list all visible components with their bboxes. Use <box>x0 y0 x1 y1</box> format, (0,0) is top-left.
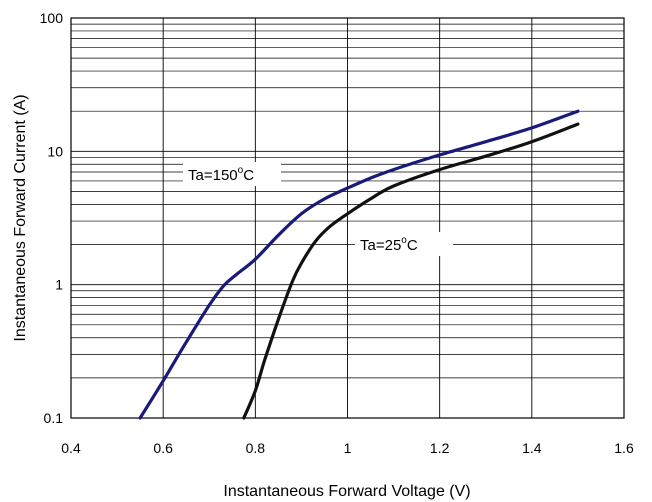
y-axis-title: Instantaneous Forward Current (A) <box>12 94 29 341</box>
annotation-degree: o <box>238 165 244 176</box>
annotation-unit: C <box>407 237 418 254</box>
y-tick-label: 1 <box>55 277 63 293</box>
series-line-ta25 <box>242 122 580 420</box>
series-line-ta150 <box>138 109 580 420</box>
plot-frame <box>70 17 625 419</box>
y-tick-label: 10 <box>47 143 63 159</box>
x-tick-label: 1.2 <box>430 440 450 456</box>
annotation-degree: o <box>401 235 407 246</box>
annotation-label: Ta=150oC <box>188 165 254 184</box>
y-tick-label: 100 <box>40 10 64 26</box>
annotation-label: Ta=25oC <box>360 235 418 254</box>
x-tick-label: 1.6 <box>614 440 634 456</box>
x-axis-title: Instantaneous Forward Voltage (V) <box>223 483 470 500</box>
annotation-box <box>183 162 281 186</box>
x-tick-label: 0.4 <box>61 440 81 456</box>
y-tick-label: 0.1 <box>44 410 64 426</box>
x-tick-label: 0.8 <box>246 440 266 456</box>
grid-layer <box>71 18 624 418</box>
tick-layer: 0.4 0.6 0.8 1 1.2 1.4 1.6 0.1 1 10 100 <box>40 10 634 456</box>
x-tick-label: 1 <box>344 440 352 456</box>
annotation-box <box>355 232 453 256</box>
x-tick-label: 1.4 <box>522 440 542 456</box>
series-layer <box>138 109 580 420</box>
x-tick-label: 0.6 <box>153 440 173 456</box>
annotation-text: Ta=25 <box>360 237 401 254</box>
annotation-text: Ta=150 <box>188 167 238 184</box>
annotation-unit: C <box>243 167 254 184</box>
